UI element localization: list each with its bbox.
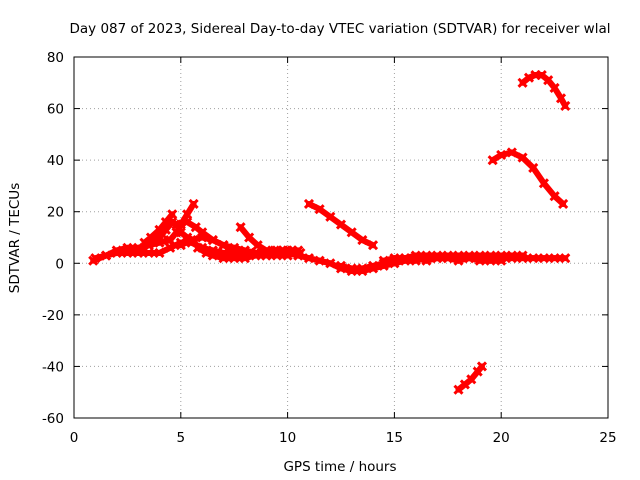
y-ticks (74, 56, 608, 419)
data-point (167, 209, 178, 220)
series-arc-hump-b (517, 69, 571, 112)
data-point (476, 361, 488, 372)
y-tick-label: -20 (42, 308, 64, 324)
x-tick-label: 10 (279, 430, 296, 446)
series-arc-descend-a (303, 198, 379, 251)
series-arc-midday-c (378, 250, 528, 266)
x-grid-lines (180, 57, 502, 418)
x-axis-label: GPS time / hours (283, 459, 396, 475)
data-point (558, 198, 569, 210)
x-tick-label: 5 (177, 430, 186, 446)
chart-title: Day 087 of 2023, Sidereal Day-to-day VTE… (70, 21, 611, 37)
x-tick-label: 20 (493, 430, 510, 446)
data-point (517, 250, 528, 261)
y-tick-label: -40 (42, 359, 64, 375)
y-tick-label: 60 (47, 102, 64, 118)
series-arc-low (453, 361, 488, 395)
series-arc-hump-a (487, 147, 569, 210)
data-point (560, 100, 571, 112)
x-tick-labels: 0 5 10 15 20 25 (70, 430, 617, 446)
y-tick-label: 40 (47, 153, 64, 169)
y-tick-label: 20 (47, 205, 64, 221)
x-tick-label: 0 (70, 430, 79, 446)
y-tick-labels: -60 -40 -20 0 20 40 60 80 (42, 50, 64, 427)
x-tick-label: 25 (599, 430, 616, 446)
series-points (88, 69, 571, 395)
y-tick-label: 0 (55, 256, 64, 272)
data-point (367, 240, 379, 251)
y-tick-label: 80 (47, 50, 64, 66)
series-arc-peak-b (139, 209, 178, 248)
series-arc-mid-c (192, 242, 293, 264)
y-axis-label: SDTVAR / TECUs (7, 183, 23, 293)
y-tick-label: -60 (42, 411, 64, 427)
plot-frame (73, 56, 609, 419)
x-ticks (73, 57, 609, 418)
x-tick-label: 15 (386, 430, 403, 446)
data-point (188, 198, 199, 210)
data-point (560, 253, 571, 264)
